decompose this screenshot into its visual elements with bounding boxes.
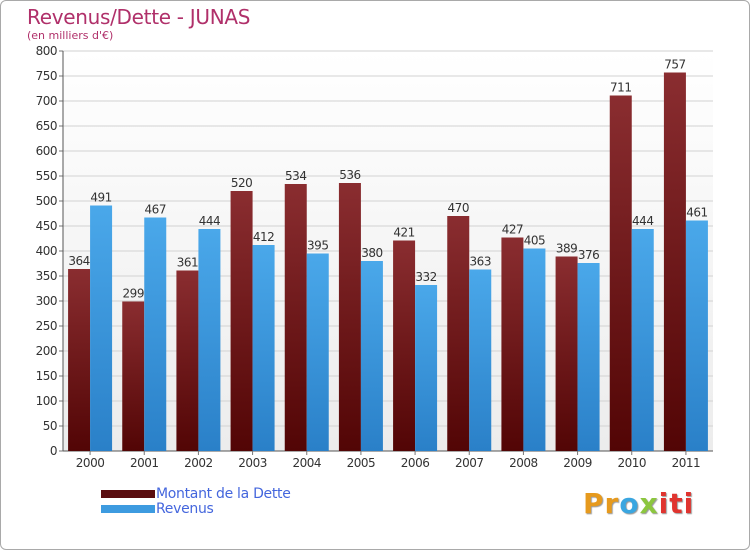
y-tick-label: 550 [36, 169, 57, 183]
bar-dette [284, 184, 307, 451]
bar-revenus [306, 253, 329, 451]
legend-label-revenus: Revenus [156, 501, 214, 517]
bar-dette [609, 95, 632, 451]
bar-revenus [631, 229, 654, 451]
x-tick-label: 2008 [509, 456, 538, 470]
x-tick-label: 2003 [238, 456, 267, 470]
bar-revenus [415, 285, 438, 451]
legend-swatch-revenus [101, 505, 155, 513]
bar-dette [393, 240, 416, 451]
data-label-dette: 299 [123, 287, 144, 301]
bar-dette [68, 269, 91, 451]
y-tick-label: 0 [50, 444, 57, 458]
y-tick-label: 50 [43, 419, 57, 433]
y-tick-label: 150 [36, 369, 57, 383]
data-label-dette: 389 [556, 242, 577, 256]
logo-part-3: x [639, 487, 659, 520]
y-tick-label: 450 [36, 219, 57, 233]
data-label-dette: 757 [664, 58, 685, 72]
data-label-dette: 711 [610, 81, 631, 95]
data-label-dette: 361 [177, 256, 198, 270]
data-label-revenus: 444 [632, 214, 653, 228]
y-tick-label: 700 [36, 94, 57, 108]
y-tick-label: 250 [36, 319, 57, 333]
y-tick-label: 400 [36, 244, 57, 258]
data-label-revenus: 376 [578, 248, 599, 262]
chart-title: Revenus/Dette - JUNAS [27, 5, 251, 29]
legend-swatch-dette [101, 490, 155, 498]
bar-dette [176, 270, 199, 451]
bar-revenus [252, 245, 275, 451]
logo-part-4: iti [658, 487, 695, 520]
x-tick-label: 2004 [292, 456, 321, 470]
bar-chart: 0 50 100 150 200 250 300 350 400 450 500 550 600 650 7… [36, 44, 713, 470]
bar-dette [230, 191, 253, 451]
data-label-revenus: 491 [90, 191, 111, 205]
x-tick-label: 2011 [672, 456, 701, 470]
x-tick-label: 2005 [347, 456, 376, 470]
bar-dette [447, 216, 470, 451]
data-label-revenus: 405 [524, 234, 545, 248]
logo-part-2: o [619, 487, 640, 520]
y-tick-label: 200 [36, 344, 57, 358]
bar-dette [122, 301, 145, 451]
data-label-dette: 536 [339, 168, 360, 182]
y-tick-label: 350 [36, 269, 57, 283]
data-label-dette: 520 [231, 176, 252, 190]
bar-dette [501, 237, 524, 451]
x-tick-label: 2007 [455, 456, 484, 470]
bar-revenus [685, 220, 708, 451]
x-tick-label: 2006 [401, 456, 430, 470]
data-label-revenus: 461 [686, 206, 707, 220]
data-label-revenus: 412 [253, 230, 274, 244]
x-tick-label: 2002 [184, 456, 213, 470]
y-tick-label: 300 [36, 294, 57, 308]
bar-revenus [577, 263, 600, 451]
bar-revenus [469, 269, 492, 451]
data-label-dette: 534 [285, 169, 306, 183]
data-label-revenus: 380 [361, 246, 382, 260]
bar-revenus [90, 205, 113, 451]
y-tick-label: 100 [36, 394, 57, 408]
bar-revenus [360, 261, 383, 451]
data-label-dette: 427 [502, 223, 523, 237]
data-label-revenus: 363 [470, 255, 491, 269]
data-label-dette: 421 [393, 226, 414, 240]
proxiti-logo: Proxiti [583, 487, 694, 520]
bar-dette [555, 256, 578, 451]
bar-revenus [523, 248, 546, 451]
logo-part-1: Pr [583, 487, 620, 520]
bar-revenus [198, 229, 221, 451]
y-tick-label: 600 [36, 144, 57, 158]
y-tick-label: 500 [36, 194, 57, 208]
bar-dette [338, 183, 361, 451]
y-tick-label: 650 [36, 119, 57, 133]
x-tick-label: 2001 [130, 456, 159, 470]
x-tick-label: 2009 [563, 456, 592, 470]
data-label-revenus: 444 [199, 214, 220, 228]
y-tick-label: 750 [36, 69, 57, 83]
bar-dette [663, 72, 686, 451]
data-label-revenus: 395 [307, 239, 328, 253]
data-label-revenus: 467 [145, 203, 166, 217]
x-tick-label: 2010 [617, 456, 646, 470]
y-tick-label: 800 [36, 44, 57, 58]
chart-subtitle: (en milliers d'€) [27, 29, 114, 42]
bar-revenus [144, 217, 167, 451]
legend-label-dette: Montant de la Dette [156, 486, 291, 502]
x-tick-label: 2000 [76, 456, 105, 470]
data-label-revenus: 332 [415, 270, 436, 284]
data-label-dette: 364 [68, 254, 89, 268]
data-label-dette: 470 [448, 201, 469, 215]
